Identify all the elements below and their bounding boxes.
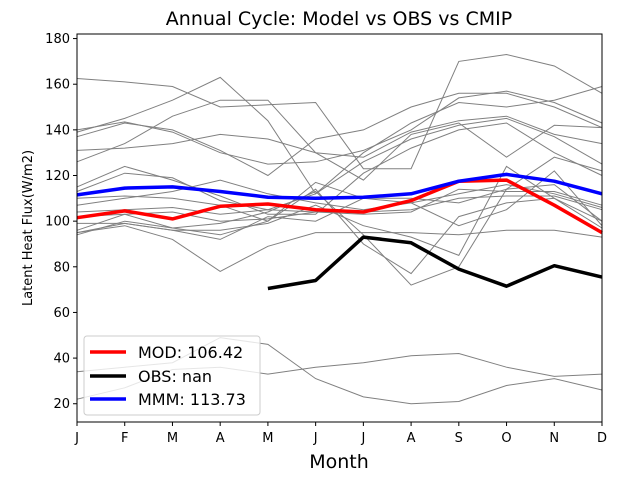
- y-tick-label: 100: [45, 215, 70, 230]
- x-tick-label: F: [121, 431, 128, 446]
- legend-label-mod: MOD: 106.42: [138, 343, 243, 362]
- x-tick-label: A: [407, 431, 416, 446]
- cmip-member-line-16: [76, 225, 603, 272]
- y-tick-label: 60: [53, 306, 70, 321]
- cmip-member-line-7: [76, 117, 603, 211]
- plot-frame: [76, 33, 603, 423]
- series-line-obs: [267, 235, 603, 291]
- series-line-mod: [76, 178, 603, 235]
- x-tick-label: J: [74, 431, 79, 446]
- chart-title: Annual Cycle: Model vs OBS vs CMIP: [166, 8, 512, 30]
- cmip-member-line-4: [76, 92, 603, 177]
- x-tick-label: J: [313, 431, 318, 446]
- cmip-member-line-6: [76, 99, 603, 181]
- x-tick-label: M: [262, 431, 273, 446]
- x-tick-label: A: [216, 431, 225, 446]
- series-lines: [76, 172, 603, 291]
- cmip-member-line-2: [76, 76, 603, 195]
- legend-label-obs: OBS: nan: [138, 367, 212, 386]
- legend: MOD: 106.42 OBS: nan MMM: 113.73: [83, 335, 261, 416]
- x-tick-label: O: [501, 431, 511, 446]
- legend-box: [83, 335, 261, 416]
- y-axis-label: Latent Heat Flux(W/m2): [21, 150, 36, 306]
- cmip-member-line-3: [76, 90, 603, 165]
- x-axis-label: Month: [309, 451, 369, 473]
- y-tick-label: 80: [53, 260, 70, 275]
- cmip-member-line-8: [76, 122, 603, 215]
- cmip-member-line-1: [76, 53, 603, 170]
- legend-label-mmm: MMM: 113.73: [138, 390, 246, 409]
- y-tick-label: 140: [45, 123, 70, 138]
- cmip-member-line-5: [76, 115, 603, 158]
- x-tick-label: S: [455, 431, 463, 446]
- y-axis: 20 40 60 80 100 120 140 160 180: [45, 32, 77, 412]
- series-line-mmm: [76, 172, 603, 201]
- y-tick-label: 40: [53, 352, 70, 367]
- x-tick-label: J: [360, 431, 365, 446]
- x-tick-label: M: [167, 431, 178, 446]
- y-tick-label: 20: [53, 397, 70, 412]
- x-tick-label: N: [549, 431, 559, 446]
- y-tick-label: 120: [45, 169, 70, 184]
- cmip-member-line-17: [76, 184, 603, 286]
- y-tick-label: 160: [45, 78, 70, 93]
- cmip-member-line-14: [76, 188, 603, 275]
- x-tick-label: D: [597, 431, 607, 446]
- y-tick-label: 180: [45, 32, 70, 47]
